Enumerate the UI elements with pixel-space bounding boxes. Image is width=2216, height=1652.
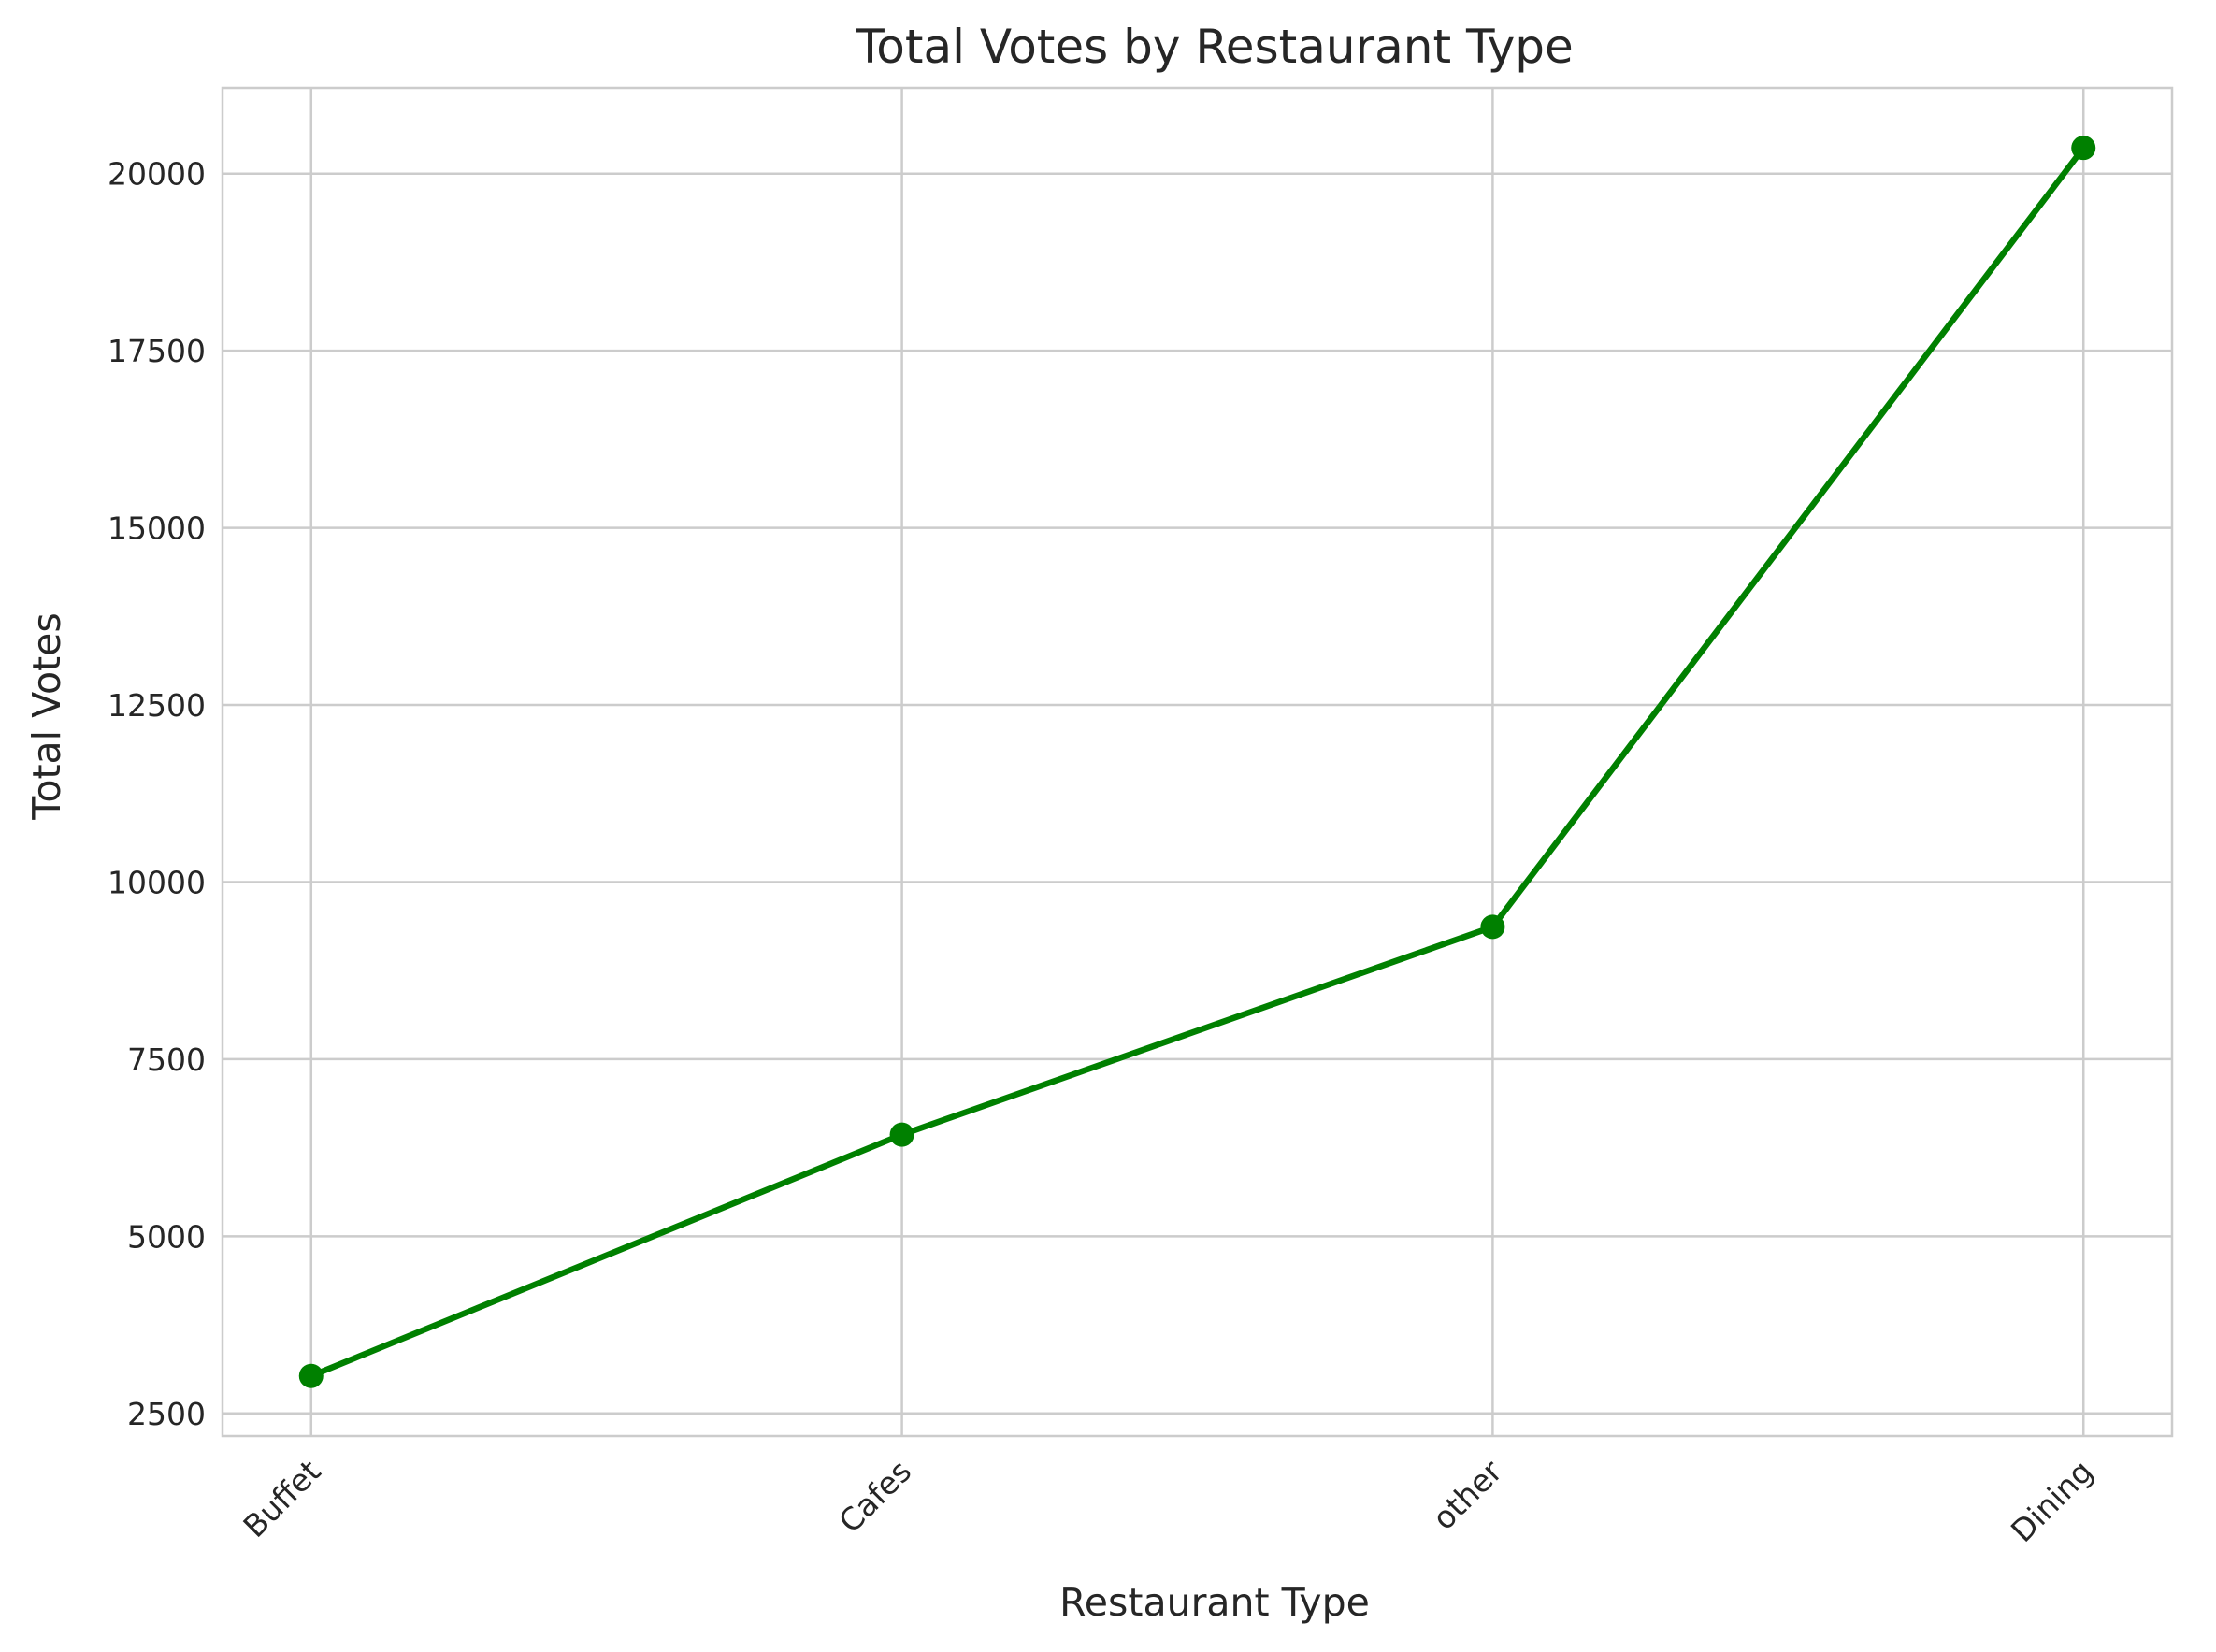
y-tick-label: 5000 <box>127 1218 206 1255</box>
data-point-other <box>1480 914 1505 940</box>
chart-title: Total Votes by Restaurant Type <box>855 20 1574 74</box>
plot-frame <box>221 86 2174 1438</box>
y-tick-label: 12500 <box>108 687 206 724</box>
data-point-buffet <box>298 1363 324 1388</box>
x-axis-label: Restaurant Type <box>1059 1580 1370 1625</box>
y-tick-labels: 2500 5000 7500 10000 12500 15000 17500 20000 <box>108 156 206 1432</box>
series <box>298 136 2096 1388</box>
data-point-cafes <box>889 1122 914 1147</box>
data-point-dining <box>2071 136 2096 161</box>
y-tick-label: 15000 <box>108 510 206 547</box>
y-tick-label: 10000 <box>108 864 206 900</box>
y-axis-label: Total Votes <box>24 612 69 820</box>
grid <box>223 88 2172 1436</box>
y-tick-label: 17500 <box>108 333 206 369</box>
y-tick-label: 2500 <box>127 1396 206 1432</box>
series-line <box>308 144 2087 1379</box>
y-tick-label: 7500 <box>127 1041 206 1078</box>
y-tick-label: 20000 <box>108 156 206 193</box>
